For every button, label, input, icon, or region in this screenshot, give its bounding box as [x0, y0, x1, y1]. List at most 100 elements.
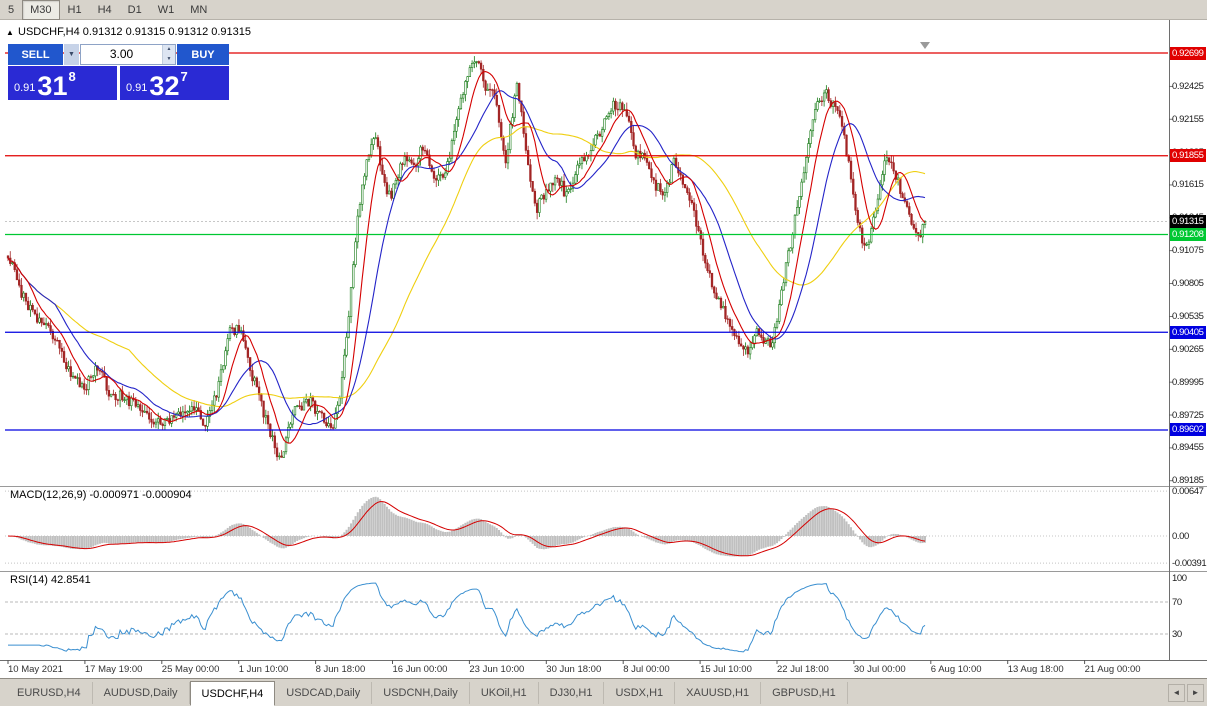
- chart-tabs: EURUSD,H4 AUDUSD,Daily USDCHF,H4 USDCAD,Dai…: [6, 679, 848, 706]
- timeframe-buttons: 5 M30 H1 H4 D1 W1 MN: [0, 0, 215, 20]
- chart-shift-marker: [920, 42, 930, 49]
- time-axis-label: 10 May 2021: [8, 664, 63, 675]
- time-axis-label: 25 May 00:00: [161, 664, 220, 675]
- macd-axis-label: -0.00391: [1172, 557, 1207, 569]
- price-axis-label: 0.90265: [1172, 343, 1204, 355]
- time-axis-label: 30 Jul 00:00: [853, 664, 906, 675]
- buy-price-sup: 7: [180, 69, 188, 84]
- price-axis-label: 0.89455: [1172, 442, 1204, 454]
- timeframe-m30[interactable]: M30: [22, 0, 60, 20]
- price-level-tag: 0.91208: [1170, 227, 1206, 241]
- timeframe-toolbar: 5 M30 H1 H4 D1 W1 MN: [0, 0, 1207, 20]
- indicator-gridlines: [5, 490, 1168, 635]
- volume-input[interactable]: 3.00 ▲ ▼: [80, 44, 176, 65]
- tab-eurusd-h4[interactable]: EURUSD,H4: [6, 682, 93, 704]
- price-axis-label: 0.89725: [1172, 409, 1204, 421]
- chart-title: USDCHF,H4 0.91312 0.91315 0.91312 0.9131…: [18, 26, 252, 38]
- time-axis-label: 1 Jun 10:00: [238, 664, 289, 675]
- moving-averages-layer: [7, 71, 926, 444]
- price-axis-label: 0.92155: [1172, 113, 1204, 125]
- price-chart: [0, 20, 1207, 664]
- panel-separators: [0, 20, 1207, 661]
- chart-window: ▲ USDCHF,H4 0.91312 0.91315 0.91312 0.91…: [0, 20, 1207, 678]
- time-axis-label: 6 Aug 10:00: [930, 664, 982, 675]
- price-axis-label: 0.89995: [1172, 376, 1204, 388]
- time-axis-label: 13 Aug 18:00: [1007, 664, 1064, 675]
- horizontal-line-objects[interactable]: [5, 52, 1168, 431]
- time-axis-label: 15 Jul 10:00: [700, 664, 752, 675]
- price-axis-label: 0.92425: [1172, 80, 1204, 92]
- sell-price-sup: 8: [68, 69, 76, 84]
- buy-button[interactable]: BUY: [177, 44, 229, 65]
- volume-increase-button[interactable]: ▲: [163, 45, 175, 55]
- tab-gbpusd-h1[interactable]: GBPUSD,H1: [761, 682, 848, 704]
- price-axis-label: 0.89185: [1172, 475, 1204, 487]
- sell-button[interactable]: SELL: [8, 44, 63, 65]
- price-axis-label: 0.90535: [1172, 310, 1204, 322]
- candles-layer: [6, 56, 927, 461]
- price-level-tag: 0.89602: [1170, 423, 1206, 437]
- rsi-indicator-label: RSI(14) 42.8541: [10, 574, 91, 586]
- ma-10-line: [7, 71, 926, 444]
- tab-ukoil-h1[interactable]: UKOil,H1: [470, 682, 539, 704]
- macd-signal-line: [7, 501, 926, 557]
- time-axis-label: 30 Jun 18:00: [546, 664, 602, 675]
- timeframe-5[interactable]: 5: [8, 3, 15, 16]
- price-axis-label: 0.91075: [1172, 245, 1204, 257]
- buy-price-big: 32: [149, 70, 180, 101]
- ma-55-line: [7, 126, 926, 408]
- macd-axis-label: 0.00647: [1172, 485, 1204, 497]
- tab-usdcnh-daily[interactable]: USDCNH,Daily: [372, 682, 470, 704]
- axis-ticks: [7, 85, 1173, 664]
- time-axis-label: 22 Jul 18:00: [777, 664, 829, 675]
- collapse-panel-icon[interactable]: ▲: [6, 28, 14, 37]
- volume-dropdown-button[interactable]: ▼: [64, 44, 79, 65]
- rsi-axis-label: 100: [1172, 572, 1187, 584]
- price-axis-label: 0.90805: [1172, 278, 1204, 290]
- rsi-axis-label: 30: [1172, 628, 1182, 640]
- price-level-tag: 0.90405: [1170, 325, 1206, 339]
- sell-price-display[interactable]: 0.91 31 8: [8, 66, 117, 100]
- timeframe-d1[interactable]: D1: [127, 3, 142, 16]
- price-axis-label: 0.91615: [1172, 179, 1204, 191]
- one-click-trading-panel: SELL ▼ 3.00 ▲ ▼ BUY 0.91 31 8 0.91 32 7: [8, 44, 229, 100]
- volume-decrease-button[interactable]: ▼: [163, 54, 175, 64]
- macd-axis-label: 0.00: [1172, 530, 1189, 542]
- one-click-prices-row: 0.91 31 8 0.91 32 7: [8, 66, 229, 100]
- time-axis-label: 23 Jun 10:00: [469, 664, 525, 675]
- time-axis-label: 8 Jul 00:00: [623, 664, 670, 675]
- price-level-tag: 0.92699: [1170, 46, 1206, 60]
- time-axis-label: 21 Aug 00:00: [1084, 664, 1141, 675]
- tabs-scroll-left-button[interactable]: ◄: [1168, 684, 1185, 702]
- tab-audusd-daily[interactable]: AUDUSD,Daily: [93, 682, 190, 704]
- sell-price-prefix: 0.91: [14, 82, 36, 94]
- time-axis-label: 8 Jun 18:00: [315, 664, 366, 675]
- rsi-line: [8, 582, 926, 653]
- rsi-axis-label: 70: [1172, 596, 1182, 608]
- time-axis-label: 17 May 19:00: [84, 664, 143, 675]
- bottom-tab-bar: EURUSD,H4 AUDUSD,Daily USDCHF,H4 USDCAD,Dai…: [0, 678, 1207, 706]
- buy-price-prefix: 0.91: [126, 82, 148, 94]
- tab-usdcad-daily[interactable]: USDCAD,Daily: [275, 682, 373, 704]
- tab-xauusd-h1[interactable]: XAUUSD,H1: [675, 682, 762, 704]
- tab-scroll-controls: ◄ ►: [1168, 679, 1207, 707]
- tab-usdx-h1[interactable]: USDX,H1: [604, 682, 676, 704]
- timeframe-w1[interactable]: W1: [157, 3, 175, 16]
- timeframe-mn[interactable]: MN: [190, 3, 208, 16]
- chevron-down-icon: ▼: [68, 51, 75, 58]
- volume-spinner: ▲ ▼: [162, 45, 175, 64]
- sell-price-big: 31: [37, 70, 68, 101]
- ma-22-line: [7, 90, 926, 426]
- tab-dj30-h1[interactable]: DJ30,H1: [539, 682, 605, 704]
- tab-usdchf-h4[interactable]: USDCHF,H4: [189, 681, 276, 706]
- timeframe-h4[interactable]: H4: [97, 3, 112, 16]
- current-price-tag: 0.91315: [1170, 214, 1206, 228]
- tabs-scroll-right-button[interactable]: ►: [1187, 684, 1204, 702]
- timeframe-h1[interactable]: H1: [67, 3, 82, 16]
- volume-value: 3.00: [109, 47, 134, 61]
- time-axis-label: 16 Jun 00:00: [392, 664, 448, 675]
- macd-indicator-label: MACD(12,26,9) -0.000971 -0.000904: [10, 489, 192, 501]
- price-level-tag: 0.91855: [1170, 149, 1206, 163]
- buy-price-display[interactable]: 0.91 32 7: [120, 66, 229, 100]
- one-click-controls-row: SELL ▼ 3.00 ▲ ▼ BUY: [8, 44, 229, 65]
